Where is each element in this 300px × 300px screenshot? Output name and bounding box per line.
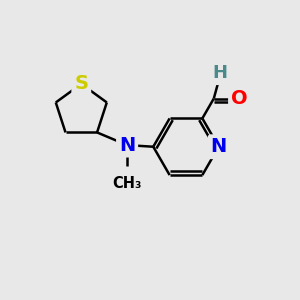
Text: O: O [231,89,247,108]
Text: N: N [119,136,135,154]
Text: CH₃: CH₃ [112,176,142,190]
Text: S: S [74,74,88,93]
Text: N: N [211,137,227,156]
Text: H: H [213,64,228,82]
